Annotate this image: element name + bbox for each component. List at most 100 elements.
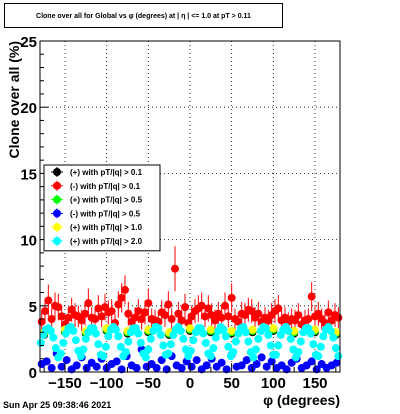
data-point <box>117 293 126 302</box>
data-point <box>164 300 173 309</box>
x-tick-label: 0 <box>186 375 194 392</box>
data-point <box>217 358 226 367</box>
data-point <box>264 330 273 339</box>
data-point <box>334 352 343 361</box>
data-point <box>94 304 103 313</box>
data-point <box>64 313 73 322</box>
data-point <box>51 344 60 353</box>
series-5 <box>36 322 343 362</box>
data-point <box>141 308 149 317</box>
data-point <box>271 350 280 359</box>
data-point <box>156 330 165 339</box>
data-point <box>112 357 121 366</box>
data-point <box>221 301 229 310</box>
data-point <box>221 332 230 341</box>
data-point <box>132 364 141 373</box>
data-point <box>177 316 186 325</box>
data-point <box>186 324 194 333</box>
data-point <box>107 307 116 316</box>
legend-marker <box>53 168 61 176</box>
data-point <box>192 356 201 365</box>
data-point <box>46 326 55 335</box>
data-point <box>224 312 233 321</box>
data-point <box>124 337 133 346</box>
data-point <box>91 329 100 338</box>
data-point <box>306 329 315 338</box>
data-point <box>231 337 240 346</box>
x-tick-label: −100 <box>90 375 124 392</box>
data-point <box>44 296 53 305</box>
data-point <box>99 352 108 361</box>
data-point <box>81 334 90 343</box>
data-point <box>254 334 263 343</box>
data-point <box>181 303 189 312</box>
data-point <box>76 352 85 361</box>
data-point <box>252 360 261 369</box>
data-point <box>237 361 246 370</box>
y-tick-label: 5 <box>29 299 37 316</box>
data-point <box>334 313 343 322</box>
data-point <box>209 344 218 353</box>
series-layer <box>36 246 343 374</box>
y-axis-label: Clone over all (%) <box>6 41 22 158</box>
data-point <box>57 312 66 321</box>
data-point <box>144 345 153 354</box>
legend-label: (-) with pT/|q| > 0.1 <box>70 182 141 191</box>
series-1 <box>37 246 343 334</box>
chart-title: Clone over all for Global vs φ (degrees)… <box>4 3 283 28</box>
data-point <box>269 324 278 333</box>
data-point <box>94 340 103 349</box>
data-point <box>77 316 86 325</box>
data-point <box>294 348 303 357</box>
data-point <box>227 293 236 302</box>
data-point <box>249 353 258 362</box>
x-tick-label: 50 <box>223 375 240 392</box>
data-point <box>104 332 113 341</box>
data-point <box>84 299 93 308</box>
data-point <box>159 341 168 350</box>
x-tick-label: −150 <box>48 375 82 392</box>
data-point <box>166 340 175 349</box>
data-point <box>274 304 283 313</box>
data-point <box>290 326 299 335</box>
data-point <box>227 326 236 335</box>
legend-marker <box>53 181 61 190</box>
legend-label: (+) with pT/|q| > 0.5 <box>70 196 143 205</box>
data-point <box>56 349 65 358</box>
data-point <box>121 348 130 357</box>
data-point <box>161 311 169 320</box>
data-point <box>82 364 91 373</box>
data-point <box>101 342 110 351</box>
data-point <box>69 326 78 335</box>
data-point <box>176 326 185 335</box>
data-point <box>164 349 173 358</box>
data-point <box>262 362 271 371</box>
data-point <box>187 362 196 371</box>
data-point <box>81 309 89 318</box>
data-point <box>42 357 51 366</box>
data-point <box>134 329 143 338</box>
data-point <box>54 303 63 312</box>
data-point <box>217 313 226 322</box>
data-point <box>131 313 139 322</box>
legend-marker <box>53 223 61 232</box>
data-point <box>316 342 325 351</box>
data-point <box>254 309 263 318</box>
data-point <box>199 329 208 338</box>
data-point <box>177 364 186 373</box>
data-point <box>124 309 133 318</box>
data-point <box>174 309 183 318</box>
data-point <box>137 315 146 324</box>
data-point <box>284 326 293 335</box>
data-point <box>41 307 49 316</box>
data-point <box>72 361 81 370</box>
legend-box <box>43 164 161 252</box>
data-point <box>248 325 257 334</box>
y-tick-label: 15 <box>20 166 37 183</box>
data-point <box>247 307 256 316</box>
axes-layer: 0 5 10 15 20 25 −150 −100 −50 0 50 100 150 <box>20 34 337 392</box>
data-point <box>136 338 145 347</box>
data-point <box>241 328 250 337</box>
data-point <box>189 336 198 345</box>
data-point <box>211 316 219 325</box>
